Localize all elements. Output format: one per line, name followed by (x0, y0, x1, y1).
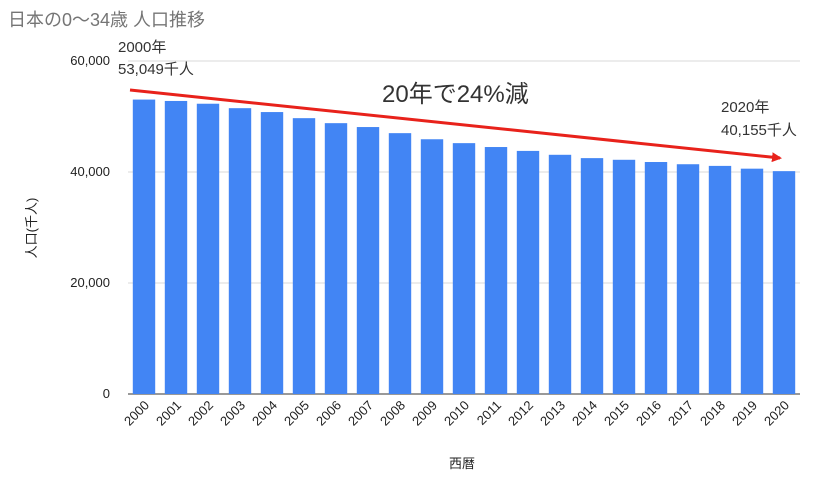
bar (548, 154, 572, 394)
x-tick-label: 2018 (697, 398, 728, 429)
x-tick-label: 2019 (729, 398, 760, 429)
trend-arrow (129, 88, 782, 163)
x-tick-label: 2014 (569, 398, 600, 429)
bar (356, 127, 380, 395)
bar (676, 164, 700, 394)
bar (708, 165, 732, 394)
bar (580, 158, 604, 394)
x-tick-label: 2017 (665, 398, 696, 429)
x-tick-label: 2005 (281, 398, 312, 429)
bar (644, 162, 668, 394)
x-tick-label: 2016 (633, 398, 664, 429)
x-tick-label: 2006 (313, 398, 344, 429)
x-tick-label: 2000 (121, 398, 152, 429)
x-axis-label: 西暦 (449, 456, 475, 471)
y-tick-label: 20,000 (70, 275, 110, 290)
bar (452, 143, 476, 394)
annotation: 40,155千人 (721, 122, 797, 139)
bar (164, 100, 188, 395)
x-tick-label: 2012 (505, 398, 536, 429)
y-tick-label: 0 (103, 386, 110, 401)
bar (324, 123, 348, 394)
bar (292, 118, 316, 394)
x-tick-label: 2013 (537, 398, 568, 429)
y-tick-label: 60,000 (70, 53, 110, 68)
annotation: 20年で24%減 (382, 81, 529, 108)
bar (484, 147, 508, 394)
x-tick-label: 2004 (249, 398, 280, 429)
annotation: 53,049千人 (118, 61, 194, 78)
annotation: 2000年 (118, 39, 166, 56)
x-tick-label: 2020 (761, 398, 792, 429)
x-tick-label: 2011 (474, 398, 504, 428)
bar (196, 103, 220, 395)
annotation: 2020年 (721, 99, 769, 116)
bar (740, 168, 764, 394)
bar (260, 112, 284, 394)
bar (516, 150, 540, 394)
y-axis-label: 人口(千人) (24, 198, 39, 259)
bar (772, 171, 796, 394)
x-tick-label: 2015 (601, 398, 632, 429)
x-tick-label: 2009 (409, 398, 440, 429)
x-tick-label: 2003 (217, 398, 248, 429)
x-tick-label: 2007 (345, 398, 376, 429)
bar (388, 133, 412, 394)
bar (132, 99, 156, 394)
bar (228, 108, 252, 395)
x-tick-label: 2010 (441, 398, 472, 429)
x-tick-label: 2002 (185, 398, 216, 429)
x-tick-label: 2001 (153, 398, 184, 429)
x-tick-label: 2008 (377, 398, 408, 429)
chart-title: 日本の0〜34歳 人口推移 (8, 10, 205, 30)
bar (612, 159, 636, 394)
bar (420, 139, 444, 394)
y-tick-label: 40,000 (70, 164, 110, 179)
